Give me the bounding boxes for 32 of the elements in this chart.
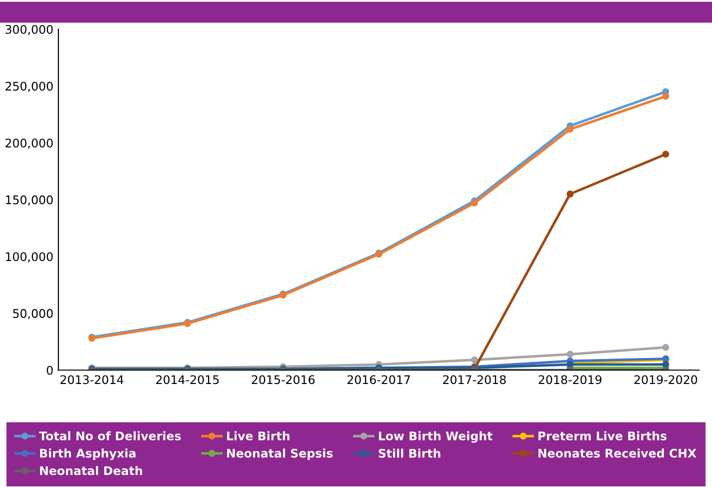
y-tick-label: 50,000	[13, 309, 53, 320]
y-tick-label: 0	[46, 366, 53, 375]
legend-label: Low Birth Weight	[378, 431, 492, 443]
y-tick-label: 300,000	[6, 24, 53, 36]
x-tick-label: 2017-2018	[443, 375, 506, 384]
point	[662, 92, 670, 100]
point	[662, 360, 670, 368]
x-tick-label: 2015-2016	[252, 375, 315, 384]
legend-label: Birth Asphyxia	[40, 448, 136, 460]
point	[566, 126, 574, 133]
y-tick-label: 150,000	[6, 195, 53, 206]
point	[470, 356, 478, 364]
x-tick-label: 2019-2020	[634, 375, 698, 384]
x-tick-label: 2013-2014	[60, 375, 124, 384]
x-tick-label: 2016-2017	[347, 375, 410, 384]
y-tick-label: 200,000	[6, 138, 53, 149]
point	[566, 190, 574, 198]
y-tick-label: 100,000	[6, 252, 53, 262]
legend-label: Neonatal Death	[40, 466, 142, 476]
point	[566, 350, 574, 358]
legend-label: Neonatal Sepsis	[227, 448, 333, 460]
legend-label: Still Birth	[378, 448, 440, 458]
x-tick-label: 2014-2015	[156, 375, 219, 384]
legend-label: Neonates Received CHX	[538, 448, 696, 458]
y-tick-label: 250,000	[6, 82, 53, 92]
legend-label: Live Birth	[227, 431, 290, 440]
legend-label: Total No of Deliveries	[39, 431, 181, 440]
point	[470, 200, 478, 207]
x-tick-label: 2018-2019	[538, 375, 602, 384]
point	[662, 344, 670, 351]
point	[662, 150, 670, 158]
legend-label: Preterm Live Births	[538, 431, 667, 440]
